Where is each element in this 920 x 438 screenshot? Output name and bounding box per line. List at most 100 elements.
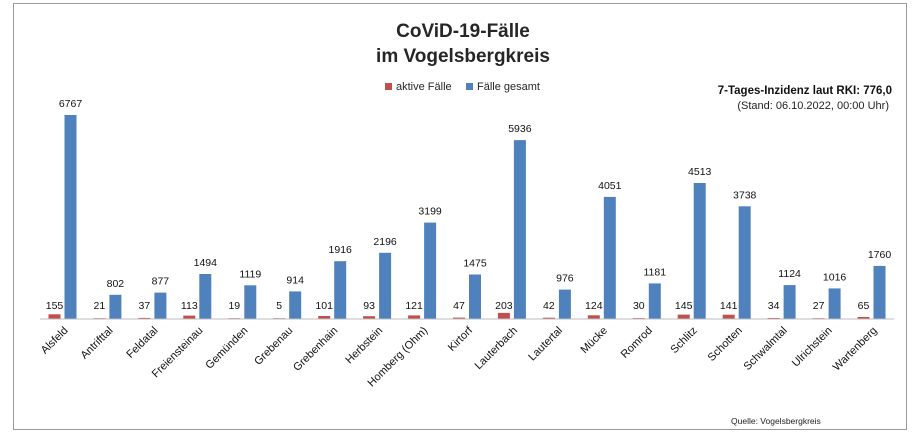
value-label-active-gemunden: 19 (228, 300, 240, 312)
bar-total-antrifttal (109, 294, 122, 319)
value-label-active-freiensteinau: 113 (181, 300, 198, 312)
chart-title: CoViD-19-Fälle (396, 21, 530, 42)
x-tick-alsfeld: Alsfeld (39, 325, 71, 357)
value-label-active-schotten: 141 (720, 300, 738, 312)
x-tick-grebenau: Grebenau (252, 325, 295, 368)
value-label-active-wartenberg: 65 (858, 300, 870, 312)
bar-active-lauterbach (497, 312, 510, 319)
value-label-total-homberg-ohm: 3199 (418, 206, 442, 218)
x-tick-wartenberg: Wartenberg (831, 325, 880, 374)
legend-swatch-active (385, 83, 392, 90)
bar-total-romrod (648, 283, 661, 319)
value-label-active-antrifttal: 21 (94, 300, 106, 312)
bar-active-homberg-ohm (408, 315, 421, 319)
bar-total-lauterbach (513, 140, 526, 319)
bar-total-feldatal (154, 292, 167, 319)
legend-label-active: aktive Fälle (396, 81, 452, 93)
bar-active-kirtorf (453, 317, 465, 319)
bar-total-freiensteinau (199, 274, 212, 319)
x-tick-antrifttal: Antrifttal (78, 325, 115, 362)
bar-active-grebenhain (318, 316, 331, 319)
bar-total-alsfeld (64, 115, 77, 319)
value-label-active-homberg-ohm: 121 (405, 300, 423, 312)
x-tick-labels: Alsfeld Antrifttal FeldatalFreiensteinauGe… (39, 324, 880, 389)
value-label-active-mucke: 124 (585, 300, 603, 312)
value-label-total-schotten: 3738 (733, 189, 757, 201)
value-label-active-alsfeld: 155 (46, 300, 64, 312)
bar-active-schlitz (677, 314, 690, 319)
value-label-total-wartenberg: 1760 (868, 249, 892, 261)
bar-total-grebenhain (334, 261, 347, 319)
value-label-total-herbstein: 2196 (373, 236, 397, 248)
x-tick-gemunden: Gemünden (203, 325, 250, 372)
bar-total-lautertal (558, 289, 571, 319)
x-tick-schlitz: Schlitz (668, 325, 699, 356)
value-label-total-schwalmtal: 1124 (778, 268, 801, 280)
bar-total-schlitz (693, 183, 706, 319)
legend-swatch-total (466, 83, 473, 90)
source-note: Quelle: Vogelsbergkreis (731, 416, 821, 426)
bar-active-lautertal (542, 317, 555, 319)
bar-active-schotten (722, 314, 735, 319)
value-label-total-schlitz: 4513 (688, 166, 712, 178)
value-label-active-kirtorf: 47 (453, 300, 465, 312)
bar-total-ulrichstein (828, 288, 841, 319)
chart: CoViD-19-Fälle im Vogelsbergkreis aktive… (39, 21, 894, 426)
value-label-total-ulrichstein: 1016 (823, 271, 847, 283)
value-label-total-alsfeld: 6767 (59, 98, 83, 110)
bar-active-herbstein (363, 316, 376, 319)
value-label-total-mucke: 4051 (598, 180, 622, 192)
value-label-active-herbstein: 93 (363, 300, 375, 312)
x-tick-mucke: Mücke (579, 325, 610, 356)
value-label-active-lautertal: 42 (543, 300, 555, 312)
chart-subtitle: im Vogelsbergkreis (376, 46, 550, 67)
bar-active-freiensteinau (183, 315, 196, 319)
bar-total-homberg-ohm (424, 222, 437, 319)
x-tick-ulrichstein: Ulrichstein (790, 325, 835, 370)
legend: aktive Fälle Fälle gesamt (385, 81, 540, 93)
value-label-total-grebenau: 914 (286, 274, 304, 286)
value-label-active-lauterbach: 203 (495, 300, 513, 312)
value-label-total-lauterbach: 5936 (508, 123, 532, 135)
bar-total-gemunden (244, 285, 257, 319)
value-label-active-romrod: 30 (633, 300, 645, 312)
bar-total-schotten (738, 206, 751, 319)
x-tick-feldatal: Feldatal (124, 325, 160, 361)
x-tick-romrod: Romrod (619, 325, 655, 361)
value-label-total-kirtorf: 1475 (463, 258, 487, 270)
incidence-note: 7-Tages-Inzidenz laut RKI: 776,0 (718, 85, 892, 97)
bar-active-alsfeld (48, 314, 61, 319)
value-label-total-feldatal: 877 (152, 276, 170, 288)
x-tick-kirtorf: Kirtorf (446, 324, 476, 354)
bar-total-herbstein (379, 252, 392, 319)
bar-total-kirtorf (469, 274, 481, 319)
x-tick-lauterbach: Lauterbach (473, 325, 520, 372)
value-label-total-grebenhain: 1916 (329, 244, 353, 256)
value-label-active-grebenhain: 101 (315, 300, 333, 312)
value-label-active-feldatal: 37 (139, 300, 151, 312)
bar-active-wartenberg (857, 317, 870, 319)
bar-total-schwalmtal (783, 285, 796, 319)
bar-total-mucke (603, 196, 616, 319)
x-tick-schwalmtal: Schwalmtal (741, 325, 789, 373)
x-tick-grebenhain: Grebenhain (291, 325, 340, 374)
value-label-active-schwalmtal: 34 (768, 300, 780, 312)
bar-total-wartenberg (873, 265, 886, 319)
bar-active-mucke (587, 315, 600, 319)
date-note: (Stand: 06.10.2022, 00:00 Uhr) (737, 100, 889, 112)
chart-frame: CoViD-19-Fälle im Vogelsbergkreis aktive… (13, 3, 907, 430)
x-tick-herbstein: Herbstein (343, 325, 385, 367)
value-label-active-ulrichstein: 27 (813, 300, 825, 312)
bar-active-feldatal (138, 317, 151, 319)
value-label-total-gemunden: 1119 (239, 268, 261, 280)
x-tick-lautertal: Lautertal (526, 325, 565, 364)
value-label-total-freiensteinau: 1494 (194, 257, 218, 269)
value-label-total-lautertal: 976 (556, 273, 574, 285)
value-label-total-romrod: 1181 (644, 266, 667, 278)
legend-label-total: Fälle gesamt (477, 81, 540, 93)
value-label-active-grebenau: 5 (276, 300, 282, 312)
bars (48, 115, 886, 319)
x-tick-schotten: Schotten (706, 325, 745, 364)
value-label-total-antrifttal: 802 (107, 278, 125, 290)
